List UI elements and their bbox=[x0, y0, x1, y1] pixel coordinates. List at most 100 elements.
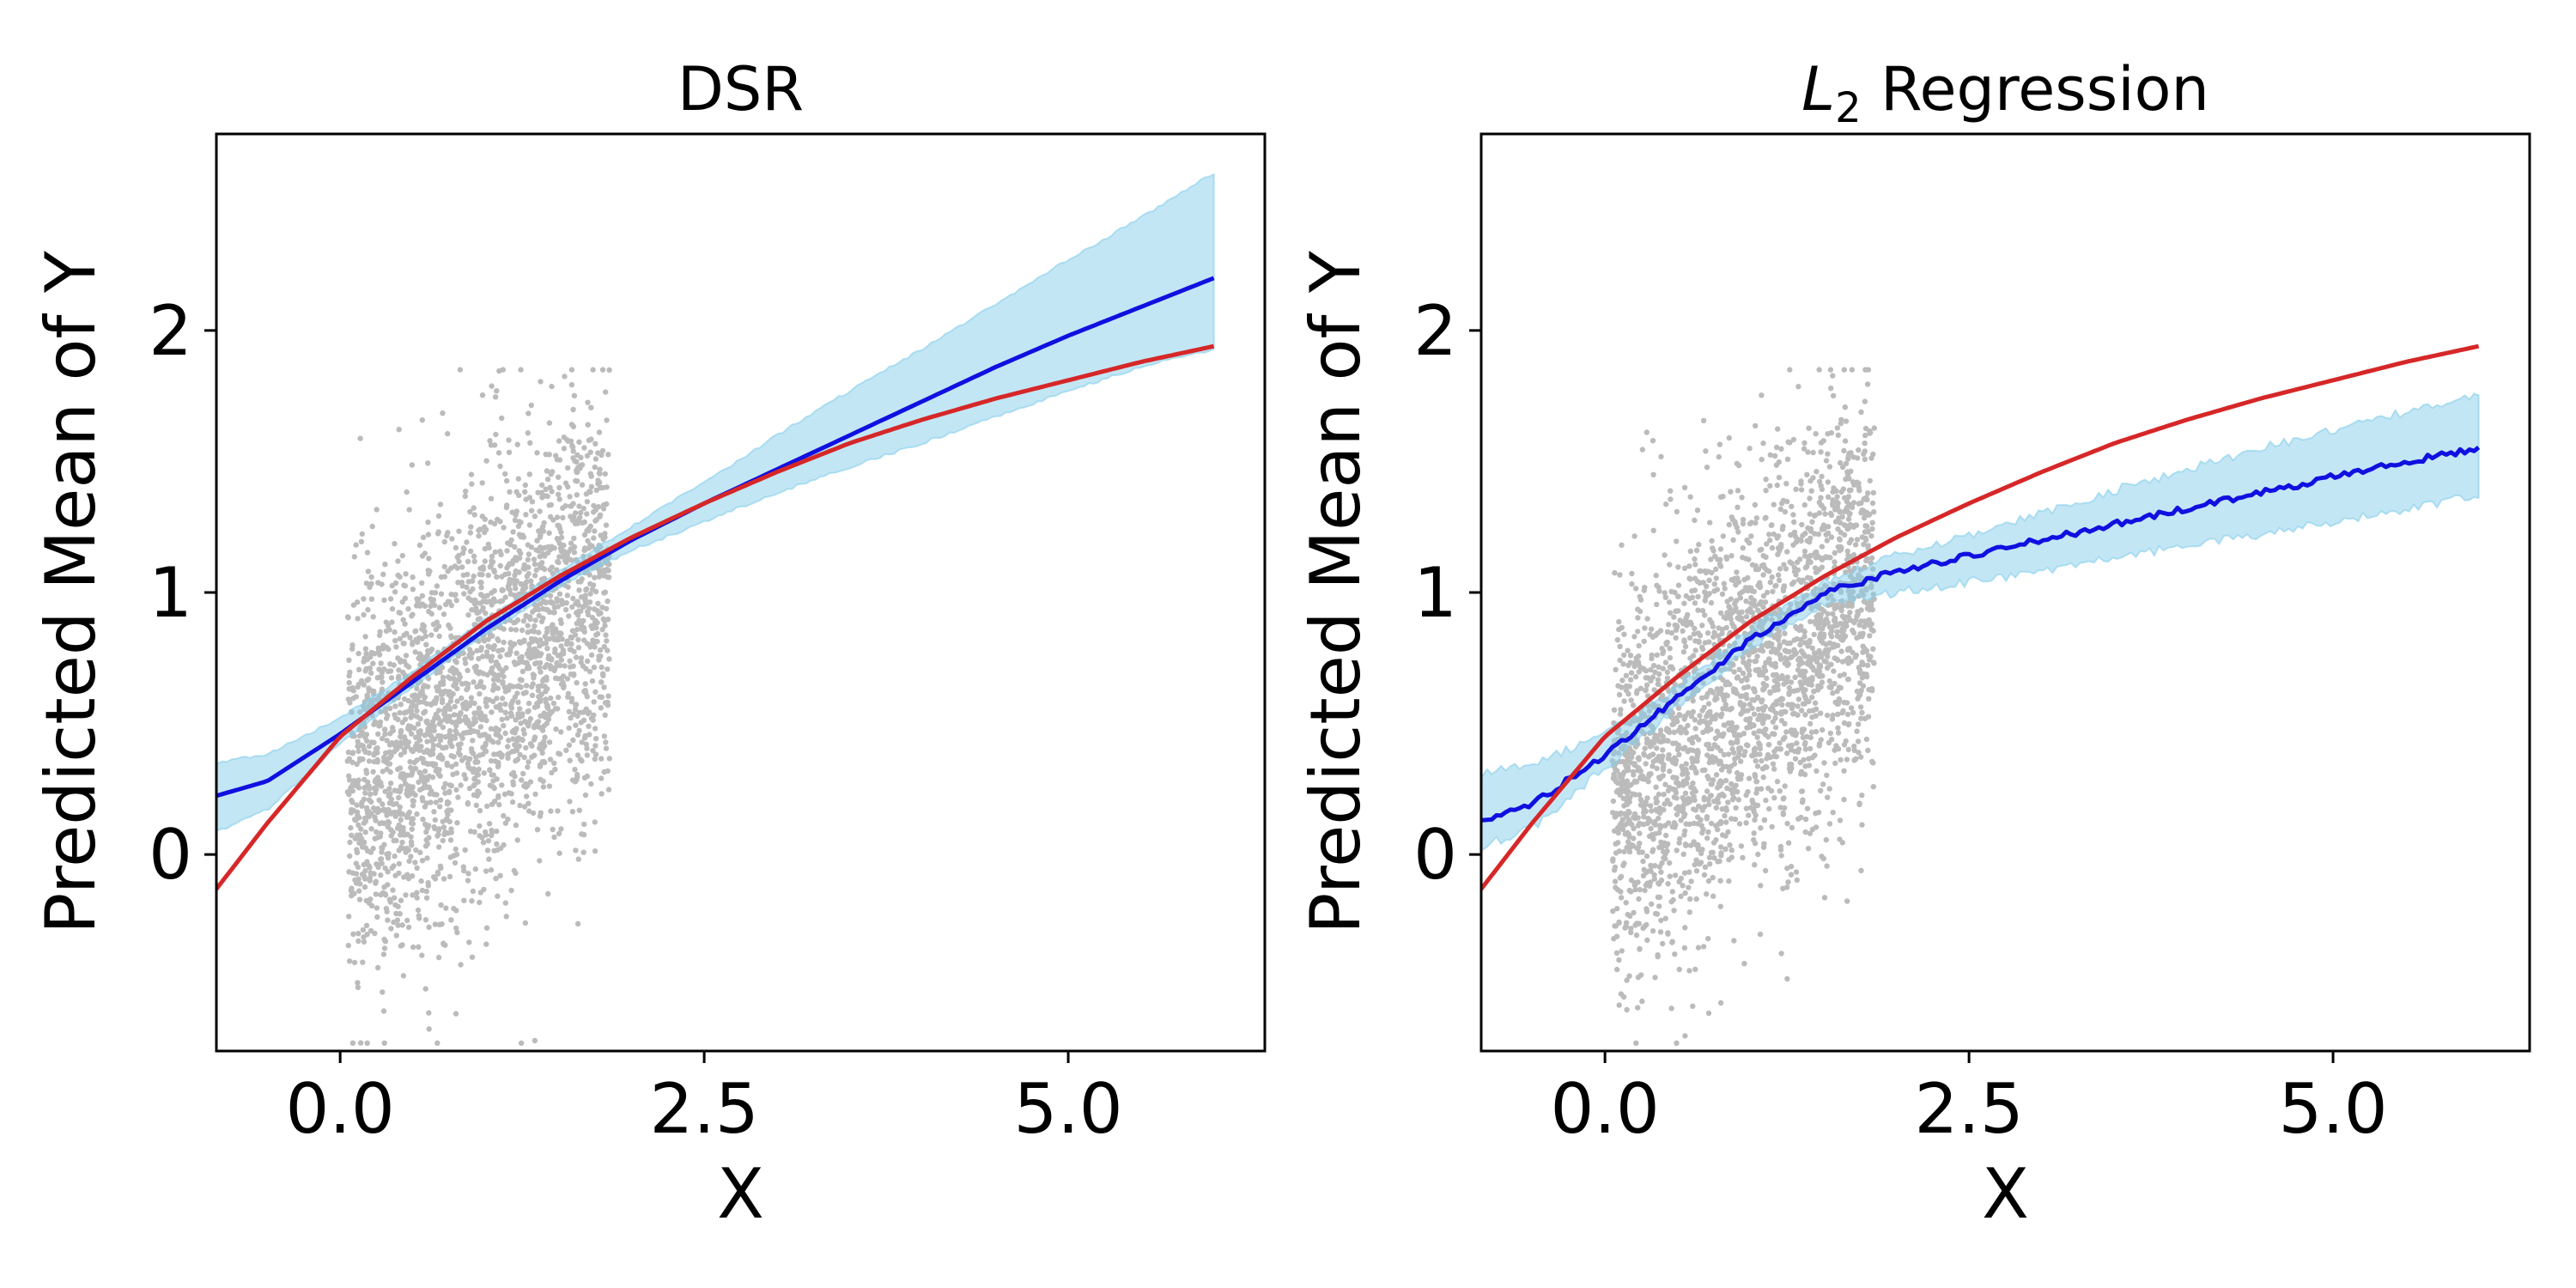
scatter-point bbox=[375, 645, 381, 651]
scatter-point bbox=[396, 610, 402, 616]
scatter-point bbox=[1740, 516, 1747, 523]
scatter-point bbox=[1793, 539, 1800, 545]
scatter-point bbox=[1845, 676, 1851, 683]
scatter-point bbox=[1704, 694, 1710, 700]
scatter-point bbox=[552, 706, 559, 712]
scatter-point bbox=[605, 666, 611, 672]
scatter-point bbox=[453, 787, 459, 793]
scatter-point bbox=[1637, 886, 1643, 893]
scatter-point bbox=[564, 638, 570, 644]
scatter-point bbox=[355, 931, 361, 937]
scatter-point bbox=[351, 959, 358, 966]
scatter-point bbox=[1760, 553, 1766, 559]
scatter-point bbox=[1785, 439, 1791, 445]
scatter-point bbox=[346, 914, 352, 920]
scatter-point bbox=[1635, 615, 1641, 621]
scatter-point bbox=[416, 732, 422, 738]
scatter-point bbox=[434, 1040, 440, 1047]
scatter-point bbox=[546, 783, 553, 789]
scatter-point bbox=[568, 503, 574, 509]
scatter-point bbox=[1764, 764, 1770, 770]
scatter-point bbox=[1668, 1005, 1674, 1012]
scatter-point bbox=[604, 417, 610, 423]
scatter-point bbox=[491, 642, 497, 649]
scatter-point bbox=[518, 550, 524, 556]
scatter-point bbox=[349, 642, 355, 648]
scatter-point bbox=[1764, 541, 1770, 547]
scatter-point bbox=[606, 656, 612, 662]
scatter-point bbox=[553, 675, 559, 681]
scatter-point bbox=[1852, 654, 1858, 660]
scatter-point bbox=[542, 544, 548, 551]
scatter-point bbox=[495, 647, 501, 654]
scatter-point bbox=[535, 683, 541, 690]
scatter-point bbox=[1765, 742, 1772, 748]
scatter-point bbox=[501, 525, 507, 531]
scatter-point bbox=[1686, 635, 1693, 641]
scatter-point bbox=[408, 839, 415, 845]
scatter-point bbox=[1848, 705, 1855, 711]
scatter-point bbox=[370, 769, 376, 775]
scatter-point bbox=[1613, 884, 1619, 890]
scatter-point bbox=[605, 787, 612, 793]
scatter-point bbox=[592, 528, 598, 534]
scatter-point bbox=[1767, 483, 1773, 489]
scatter-point bbox=[1706, 577, 1712, 583]
scatter-point bbox=[583, 741, 589, 747]
scatter-point bbox=[390, 887, 396, 893]
scatter-point bbox=[397, 911, 403, 917]
scatter-point bbox=[1735, 769, 1741, 776]
scatter-point bbox=[379, 674, 385, 680]
scatter-point bbox=[549, 469, 556, 475]
scatter-point bbox=[466, 939, 472, 945]
scatter-point bbox=[1813, 713, 1819, 719]
scatter-point bbox=[1636, 756, 1642, 762]
scatter-point bbox=[378, 856, 385, 862]
scatter-point bbox=[1670, 717, 1677, 723]
scatter-point bbox=[582, 792, 589, 799]
scatter-point bbox=[353, 871, 360, 877]
scatter-point bbox=[1738, 775, 1744, 782]
scatter-point bbox=[1809, 694, 1815, 701]
scatter-point bbox=[575, 856, 581, 862]
scatter-point bbox=[525, 623, 531, 629]
scatter-point bbox=[515, 523, 522, 529]
scatter-point bbox=[388, 752, 394, 759]
scatter-point bbox=[542, 683, 548, 690]
scatter-point bbox=[1657, 929, 1664, 935]
scatter-point bbox=[1713, 836, 1719, 843]
scatter-point bbox=[1762, 732, 1768, 738]
scatter-point bbox=[1834, 633, 1840, 640]
scatter-point bbox=[1747, 540, 1753, 546]
scatter-point bbox=[1710, 548, 1716, 554]
scatter-point bbox=[1630, 791, 1637, 797]
scatter-point bbox=[389, 725, 396, 731]
scatter-point bbox=[346, 869, 352, 875]
scatter-point bbox=[1836, 696, 1842, 702]
scatter-point bbox=[1735, 504, 1741, 510]
scatter-point bbox=[360, 959, 366, 965]
scatter-point bbox=[442, 829, 448, 835]
scatter-point bbox=[428, 590, 435, 596]
scatter-point bbox=[603, 389, 609, 395]
scatter-point bbox=[416, 915, 422, 921]
scatter-point bbox=[1857, 704, 1864, 710]
scatter-point bbox=[361, 611, 367, 618]
scatter-point bbox=[493, 875, 499, 882]
scatter-point bbox=[473, 802, 479, 809]
scatter-point bbox=[1667, 646, 1673, 652]
scatter-point bbox=[447, 837, 454, 843]
scatter-point bbox=[567, 664, 574, 670]
scatter-point bbox=[606, 756, 612, 762]
scatter-point bbox=[1775, 686, 1781, 693]
scatter-point bbox=[1768, 522, 1774, 528]
scatter-point bbox=[590, 717, 596, 723]
scatter-point bbox=[422, 775, 429, 781]
scatter-point bbox=[451, 905, 457, 912]
scatter-point bbox=[1687, 842, 1694, 848]
scatter-point bbox=[573, 848, 579, 854]
scatter-point bbox=[1837, 817, 1844, 823]
scatter-point bbox=[440, 724, 447, 731]
scatter-point bbox=[1699, 623, 1705, 629]
scatter-point bbox=[1845, 660, 1851, 666]
